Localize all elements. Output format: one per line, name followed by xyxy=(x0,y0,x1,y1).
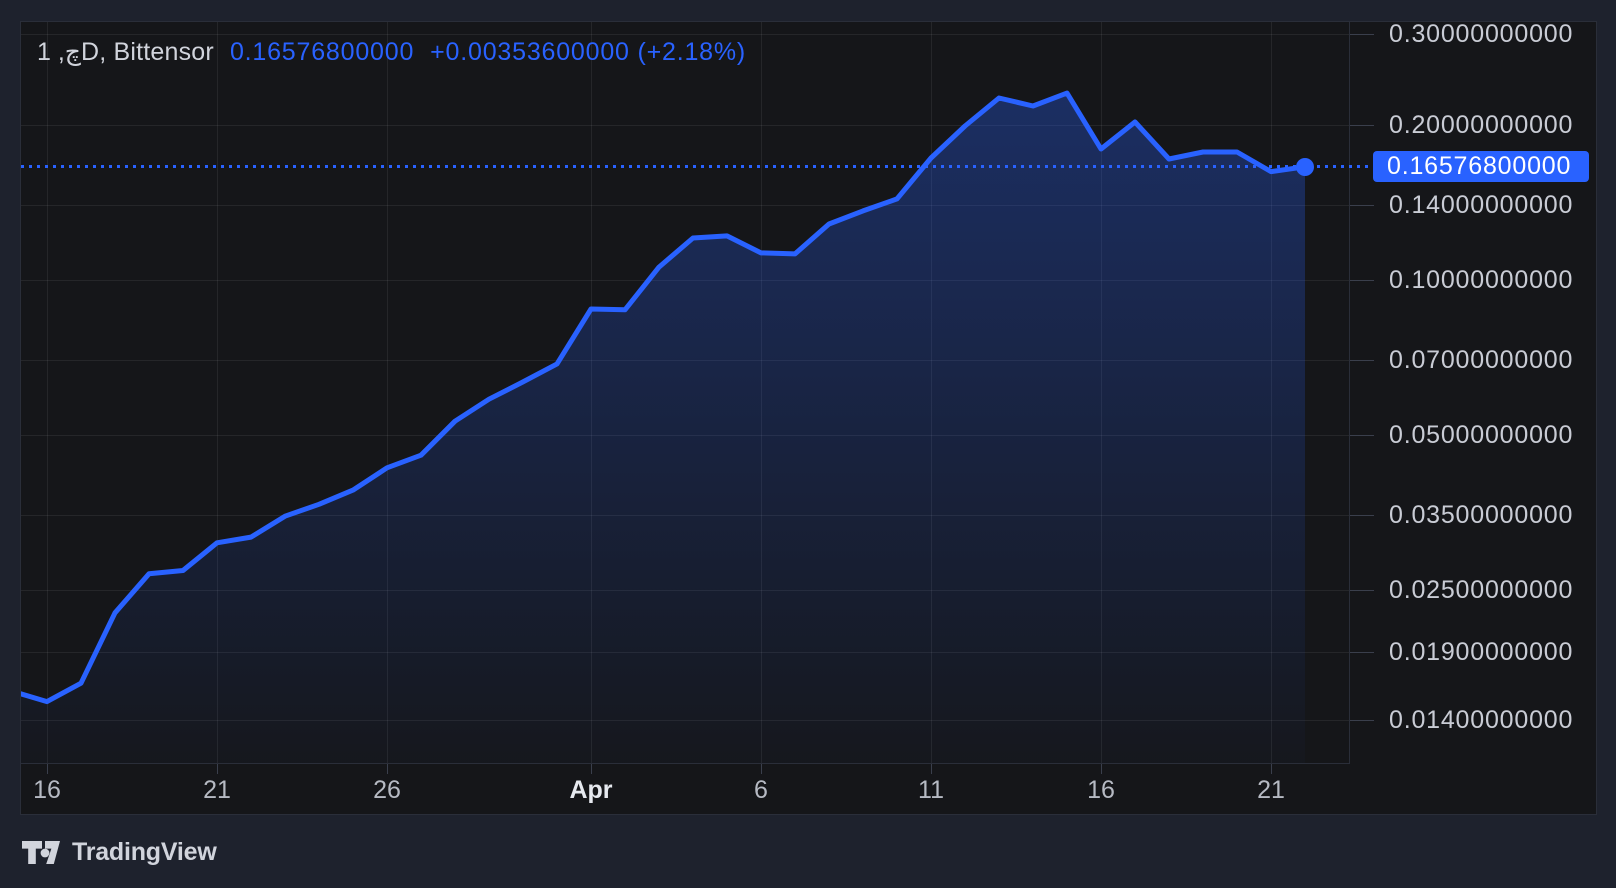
time-axis-tick xyxy=(591,764,592,774)
price-axis-label: 0.03500000000 xyxy=(1389,501,1574,529)
time-axis-tick xyxy=(217,764,218,774)
price-axis-tick xyxy=(1350,515,1374,516)
price-axis-tick xyxy=(1350,360,1374,361)
legend: چ, 1D, Bittensor 0.16576800000 +0.003536… xyxy=(37,37,746,67)
price-axis-label: 0.02500000000 xyxy=(1389,576,1574,604)
time-axis-label: 26 xyxy=(373,776,401,804)
tradingview-logo-icon xyxy=(22,840,60,864)
price-axis-tick xyxy=(1350,34,1374,35)
last-price-marker xyxy=(1296,158,1314,176)
time-axis[interactable]: 16 21 26 Apr 6 11 16 21 xyxy=(21,764,1598,816)
legend-change: +0.00353600000 (+2.18%) xyxy=(430,38,747,66)
time-axis-label: 16 xyxy=(33,776,61,804)
time-axis-tick xyxy=(1271,764,1272,774)
price-axis-tick xyxy=(1350,590,1374,591)
current-price-label: 0.16576800000 xyxy=(1373,151,1589,182)
price-axis-label: 0.07000000000 xyxy=(1389,346,1574,374)
price-axis-label: 0.14000000000 xyxy=(1389,191,1574,219)
time-axis-tick xyxy=(931,764,932,774)
legend-last-price: 0.16576800000 xyxy=(229,38,415,66)
price-axis-label: 0.30000000000 xyxy=(1389,20,1574,48)
time-axis-label-month: Apr xyxy=(569,776,613,804)
price-pane[interactable] xyxy=(21,22,1350,764)
price-axis-label: 0.01900000000 xyxy=(1389,638,1574,666)
time-axis-tick xyxy=(47,764,48,774)
time-axis-label: 6 xyxy=(754,776,768,804)
time-axis-tick xyxy=(1101,764,1102,774)
price-axis-tick xyxy=(1350,205,1374,206)
tradingview-logo-text: TradingView xyxy=(72,838,217,866)
tradingview-attribution[interactable]: TradingView xyxy=(22,838,217,866)
time-axis-label: 16 xyxy=(1087,776,1115,804)
price-axis-label: 0.20000000000 xyxy=(1389,111,1574,139)
symbol-title[interactable]: چ, 1D, Bittensor xyxy=(37,38,214,66)
price-axis-label: 0.05000000000 xyxy=(1389,421,1574,449)
time-axis-tick xyxy=(387,764,388,774)
price-line xyxy=(21,90,1308,705)
price-axis-label: 0.10000000000 xyxy=(1389,266,1574,294)
area-chart xyxy=(21,22,1349,763)
price-axis-label: 0.01400000000 xyxy=(1389,706,1574,734)
current-price-dotted-line xyxy=(21,165,1373,168)
price-axis-tick xyxy=(1350,125,1374,126)
price-axis-tick xyxy=(1350,435,1374,436)
time-axis-tick xyxy=(761,764,762,774)
time-axis-label: 21 xyxy=(1257,776,1285,804)
price-axis-tick xyxy=(1350,652,1374,653)
price-axis-tick xyxy=(1350,720,1374,721)
area-fill xyxy=(21,93,1305,763)
price-axis-tick xyxy=(1350,280,1374,281)
chart-panel: چ, 1D, Bittensor 0.16576800000 +0.003536… xyxy=(20,20,1598,816)
price-axis[interactable]: 0.16576800000 0.30000000000 0.20000000000… xyxy=(1350,20,1598,764)
time-axis-label: 21 xyxy=(203,776,231,804)
time-axis-label: 11 xyxy=(918,776,944,804)
